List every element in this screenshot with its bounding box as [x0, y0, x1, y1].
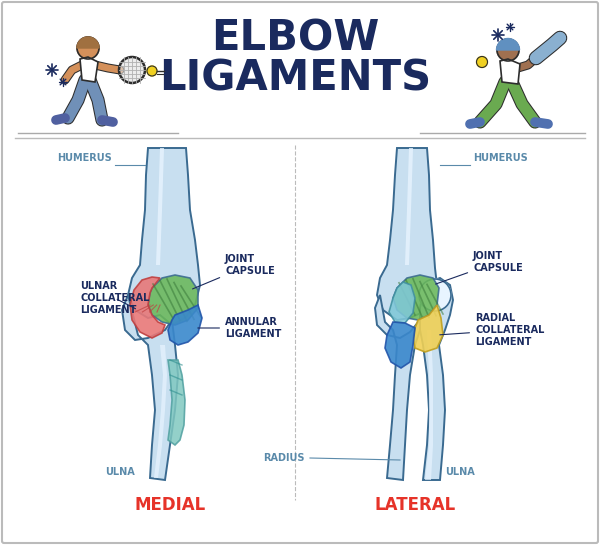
Wedge shape	[497, 39, 520, 50]
Text: LIGAMENTS: LIGAMENTS	[159, 57, 431, 99]
Polygon shape	[385, 322, 415, 368]
Text: ELBOW: ELBOW	[211, 17, 379, 59]
Text: ULNA: ULNA	[105, 467, 135, 477]
Polygon shape	[122, 295, 178, 480]
Text: ULNA: ULNA	[445, 467, 475, 477]
Polygon shape	[405, 148, 413, 265]
Text: JOINT
CAPSULE: JOINT CAPSULE	[436, 251, 523, 284]
Polygon shape	[377, 148, 437, 320]
Text: MEDIAL: MEDIAL	[134, 496, 206, 514]
Polygon shape	[420, 278, 453, 480]
Text: RADIAL
COLLATERAL
LIGAMENT: RADIAL COLLATERAL LIGAMENT	[440, 313, 544, 347]
Text: LATERAL: LATERAL	[374, 496, 455, 514]
Polygon shape	[156, 148, 164, 265]
Polygon shape	[130, 277, 165, 338]
Polygon shape	[425, 330, 433, 480]
Circle shape	[119, 58, 145, 82]
Polygon shape	[375, 295, 420, 480]
Circle shape	[476, 57, 488, 68]
Text: JOINT
CAPSULE: JOINT CAPSULE	[193, 254, 275, 289]
Polygon shape	[148, 275, 198, 325]
Polygon shape	[154, 345, 167, 478]
Text: ANNULAR
LIGAMENT: ANNULAR LIGAMENT	[198, 317, 281, 339]
Wedge shape	[77, 37, 99, 48]
Circle shape	[419, 279, 451, 311]
Polygon shape	[128, 148, 200, 325]
Circle shape	[497, 39, 519, 61]
Text: HUMERUS: HUMERUS	[57, 153, 112, 163]
Polygon shape	[500, 59, 520, 84]
Polygon shape	[168, 305, 202, 345]
Polygon shape	[80, 57, 98, 82]
Polygon shape	[413, 305, 443, 352]
Circle shape	[77, 37, 99, 59]
Polygon shape	[389, 282, 415, 323]
Text: ULNAR
COLLATERAL
LIGAMENT: ULNAR COLLATERAL LIGAMENT	[80, 281, 149, 314]
Text: RADIUS: RADIUS	[263, 453, 305, 463]
Text: HUMERUS: HUMERUS	[473, 153, 528, 163]
Polygon shape	[168, 360, 185, 445]
Circle shape	[147, 66, 157, 76]
Polygon shape	[393, 275, 439, 320]
